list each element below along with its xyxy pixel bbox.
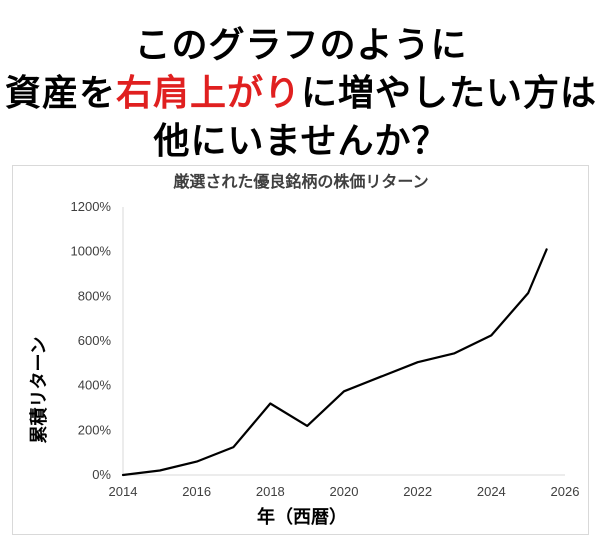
x-tick-label: 2024	[477, 484, 506, 499]
series-line	[121, 248, 548, 477]
y-tick-label: 800%	[78, 288, 112, 303]
headline-line-2-prefix: 資産を	[4, 73, 116, 114]
y-tick-label: 1000%	[71, 244, 112, 259]
y-tick-label: 400%	[78, 378, 112, 393]
tick-labels: 0% 200% 400% 600% 800% 1000% 1200% 2014 2016 2018…	[71, 199, 580, 499]
series-group	[121, 248, 548, 477]
stock-return-chart: 厳選された優良銘柄の株価リターン 0% 200% 400% 600% 800% 1000%…	[28, 172, 580, 528]
headline-line-1: このグラフのように	[134, 25, 468, 66]
x-tick-label: 2022	[403, 484, 432, 499]
chart-frame: 厳選された優良銘柄の株価リターン 0% 200% 400% 600% 800% 1000%…	[12, 165, 589, 535]
chart-title: 厳選された優良銘柄の株価リターン	[173, 172, 428, 191]
headline-accent-text: 右肩上がり	[115, 73, 301, 114]
y-tick-label: 600%	[78, 333, 112, 348]
x-tick-label: 2018	[256, 484, 285, 499]
x-tick-label: 2016	[182, 484, 211, 499]
headline-line-2: 資産を右肩上がりに増やしたい方は	[0, 70, 602, 118]
x-tick-label: 2014	[109, 484, 138, 499]
x-axis-title: 年（西暦）	[257, 506, 347, 528]
x-tick-label: 2026	[551, 484, 580, 499]
y-axis-title: 累積リターン	[28, 336, 50, 443]
y-tick-label: 0%	[92, 467, 111, 482]
headline-line-3: 他にいませんか？	[153, 121, 449, 162]
y-tick-label: 200%	[78, 422, 112, 437]
headline: このグラフのように 資産を右肩上がりに増やしたい方は 他にいませんか？	[0, 22, 602, 166]
x-tick-label: 2020	[330, 484, 359, 499]
axes	[122, 207, 565, 476]
headline-line-2-suffix: に増やしたい方は	[301, 73, 598, 114]
y-tick-label: 1200%	[71, 199, 112, 214]
